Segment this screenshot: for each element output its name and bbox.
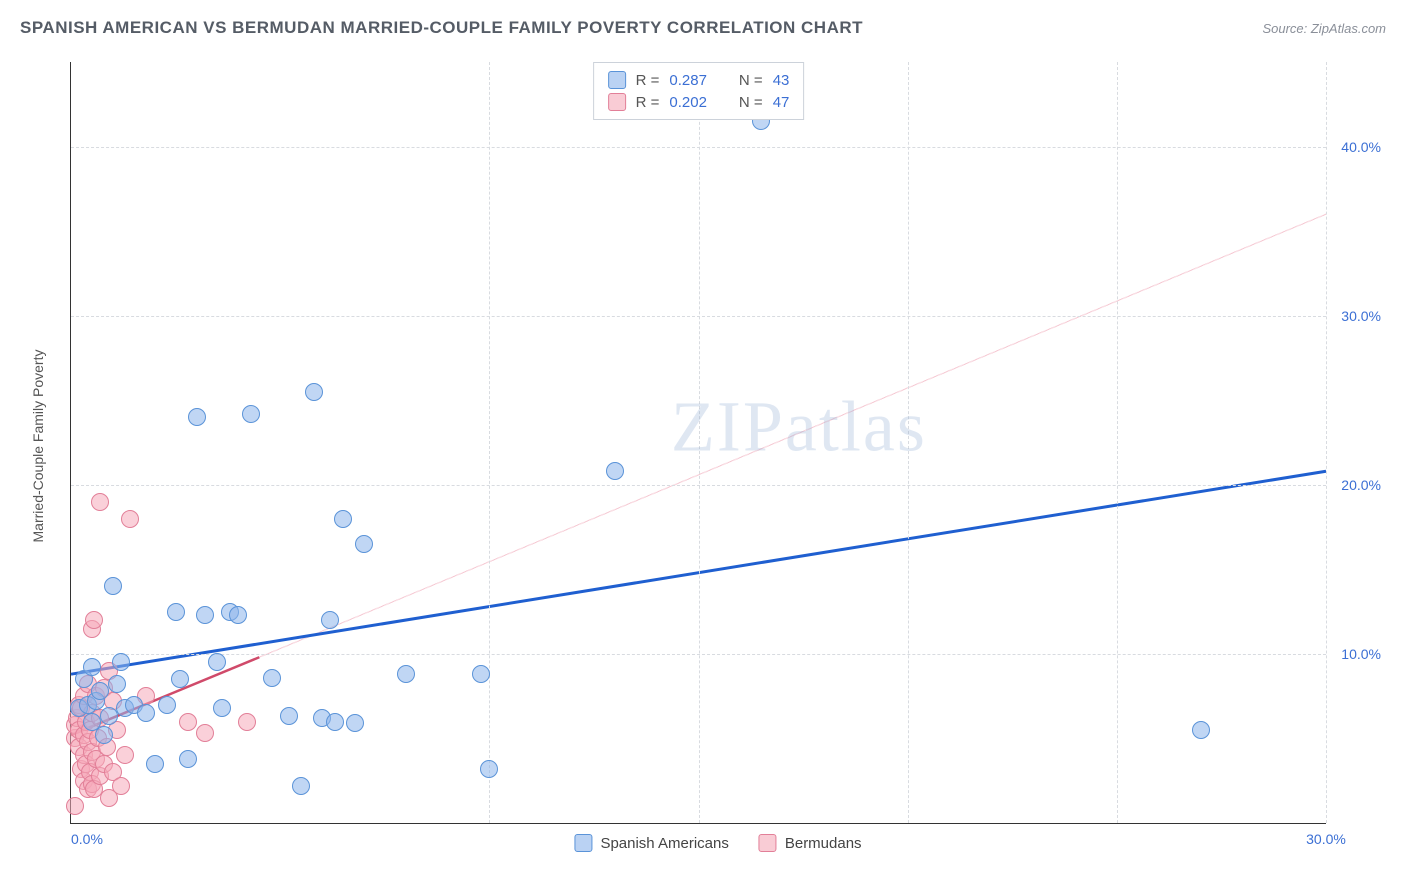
scatter-point-blue — [292, 777, 310, 795]
scatter-point-pink — [91, 493, 109, 511]
bottom-legend: Spanish Americans Bermudans — [574, 834, 861, 852]
scatter-point-blue — [305, 383, 323, 401]
scatter-point-pink — [179, 713, 197, 731]
stat-r-label: R = — [636, 94, 660, 111]
scatter-point-pink — [85, 611, 103, 629]
y-tick-label: 40.0% — [1341, 139, 1381, 155]
scatter-point-pink — [121, 510, 139, 528]
scatter-point-blue — [242, 405, 260, 423]
scatter-point-blue — [179, 750, 197, 768]
gridline-v — [1326, 62, 1327, 823]
scatter-point-blue — [334, 510, 352, 528]
scatter-point-blue — [213, 699, 231, 717]
scatter-point-blue — [326, 713, 344, 731]
gridline-v — [1117, 62, 1118, 823]
x-tick-label: 0.0% — [71, 831, 103, 847]
chart-container: Married-Couple Family Poverty ZIPatlas R… — [50, 50, 1386, 842]
scatter-point-blue — [137, 704, 155, 722]
scatter-point-blue — [91, 682, 109, 700]
scatter-point-blue — [146, 755, 164, 773]
y-tick-label: 10.0% — [1341, 646, 1381, 662]
scatter-point-blue — [104, 577, 122, 595]
stat-n-label: N = — [739, 72, 763, 89]
y-tick-label: 20.0% — [1341, 477, 1381, 493]
scatter-point-blue — [208, 653, 226, 671]
chart-title: SPANISH AMERICAN VS BERMUDAN MARRIED-COU… — [20, 18, 863, 38]
scatter-point-pink — [112, 777, 130, 795]
legend-label: Bermudans — [785, 835, 862, 852]
y-tick-label: 30.0% — [1341, 308, 1381, 324]
scatter-point-blue — [606, 462, 624, 480]
scatter-point-blue — [263, 669, 281, 687]
scatter-point-blue — [100, 707, 118, 725]
scatter-point-pink — [238, 713, 256, 731]
scatter-point-blue — [355, 535, 373, 553]
scatter-point-blue — [1192, 721, 1210, 739]
scatter-point-blue — [397, 665, 415, 683]
legend-swatch-blue — [574, 834, 592, 852]
stat-n-label: N = — [739, 94, 763, 111]
legend-swatch-pink — [759, 834, 777, 852]
source-attribution: Source: ZipAtlas.com — [1262, 21, 1386, 36]
x-tick-label: 30.0% — [1306, 831, 1346, 847]
gridline-v — [699, 62, 700, 823]
scatter-point-blue — [472, 665, 490, 683]
scatter-point-pink — [66, 797, 84, 815]
scatter-point-blue — [95, 726, 113, 744]
stat-r-value: 0.202 — [669, 94, 707, 111]
scatter-point-blue — [196, 606, 214, 624]
legend-swatch-blue — [608, 71, 626, 89]
legend-label: Spanish Americans — [600, 835, 728, 852]
legend-swatch-pink — [608, 93, 626, 111]
scatter-point-blue — [346, 714, 364, 732]
y-axis-label: Married-Couple Family Poverty — [30, 350, 46, 543]
gridline-v — [489, 62, 490, 823]
stat-n-value: 43 — [773, 72, 790, 89]
scatter-point-blue — [280, 707, 298, 725]
scatter-point-blue — [83, 658, 101, 676]
scatter-point-blue — [158, 696, 176, 714]
stat-r-value: 0.287 — [669, 72, 707, 89]
legend-item-blue: Spanish Americans — [574, 834, 728, 852]
stat-r-label: R = — [636, 72, 660, 89]
chart-header: SPANISH AMERICAN VS BERMUDAN MARRIED-COU… — [20, 18, 1386, 38]
scatter-point-blue — [112, 653, 130, 671]
gridline-v — [908, 62, 909, 823]
stats-legend-box: R = 0.287 N = 43 R = 0.202 N = 47 — [593, 62, 805, 120]
scatter-point-blue — [108, 675, 126, 693]
scatter-point-pink — [196, 724, 214, 742]
watermark: ZIPatlas — [671, 386, 927, 469]
scatter-point-blue — [229, 606, 247, 624]
scatter-point-blue — [188, 408, 206, 426]
plot-area: ZIPatlas R =0.287N =43R =0.202N =47 10.0… — [70, 62, 1326, 824]
scatter-point-blue — [167, 603, 185, 621]
scatter-point-blue — [480, 760, 498, 778]
scatter-point-blue — [171, 670, 189, 688]
scatter-point-blue — [321, 611, 339, 629]
stats-row: R = 0.202 N = 47 — [608, 91, 790, 113]
stats-row: R = 0.287 N = 43 — [608, 69, 790, 91]
scatter-point-pink — [116, 746, 134, 764]
stat-n-value: 47 — [773, 94, 790, 111]
legend-item-pink: Bermudans — [759, 834, 862, 852]
